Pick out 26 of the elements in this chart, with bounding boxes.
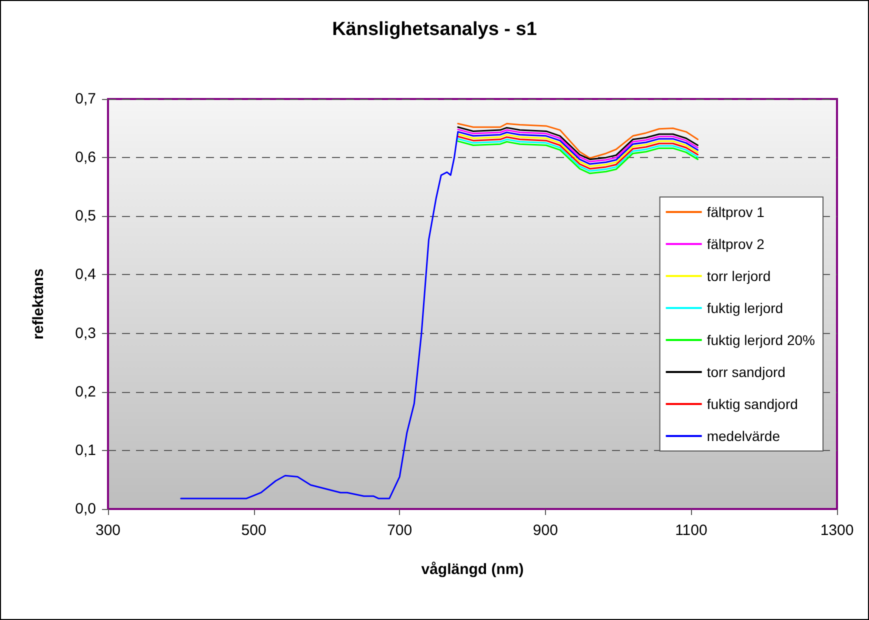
- y-tick-label: 0,7: [75, 90, 96, 108]
- y-tick-label: 0,4: [75, 266, 96, 284]
- x-tick-label: 300: [95, 522, 121, 539]
- y-tick-label: 0,2: [75, 383, 96, 400]
- x-tick-label: 1300: [820, 522, 854, 539]
- x-tick-label: 900: [532, 522, 558, 539]
- x-tick-label: 500: [241, 522, 266, 539]
- legend-label: fältprov 2: [706, 236, 765, 252]
- y-tick-label: 0,3: [75, 324, 96, 342]
- legend-label: torr lerjord: [706, 268, 771, 284]
- y-tick-label: 0,6: [75, 149, 96, 166]
- legend-label: fältprov 1: [706, 204, 765, 220]
- y-tick-label: 0,5: [75, 208, 96, 225]
- x-axis-title: våglängd (nm): [421, 561, 524, 578]
- y-axis-title: reflektans: [30, 268, 47, 340]
- y-tick-label: 0,1: [75, 442, 96, 459]
- x-tick-label: 700: [387, 522, 412, 539]
- legend-label: fuktig lerjord 20%: [706, 332, 816, 348]
- legend-label: fuktig sandjord: [706, 396, 798, 412]
- chart-title: Känslighetsanalys - s1: [332, 19, 538, 40]
- x-tick-label: 1100: [675, 522, 708, 539]
- line-series: [180, 131, 699, 500]
- legend-label: fuktig lerjord: [706, 300, 784, 316]
- legend-label: torr sandjord: [706, 364, 786, 380]
- y-tick-label: 0,0: [75, 500, 96, 518]
- legend-label: medelvärde: [706, 428, 780, 444]
